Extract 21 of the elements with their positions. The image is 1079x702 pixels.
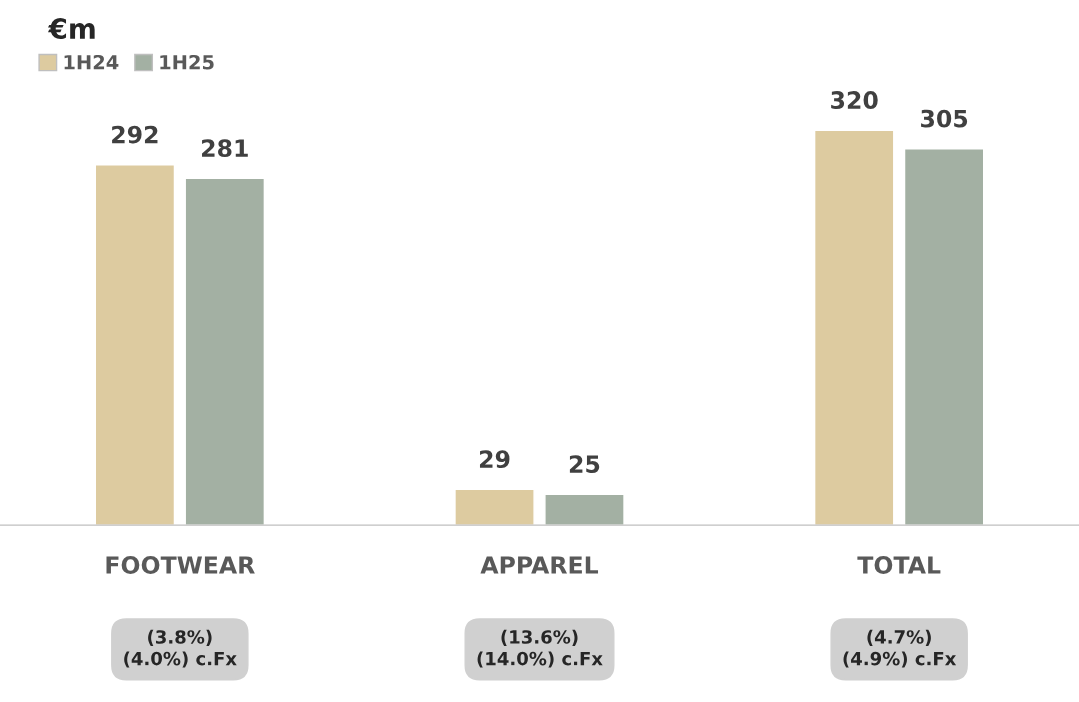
bar [903, 148, 985, 526]
bar [454, 488, 535, 526]
legend-label: 1H24 [64, 54, 119, 70]
bar [544, 493, 625, 526]
data-label: 29 [479, 450, 510, 469]
data-label: 320 [831, 91, 878, 109]
bar [813, 129, 895, 526]
data-label: 25 [569, 455, 600, 474]
text: (3.8%) (4.0%) c.Fx [124, 629, 237, 668]
bar [94, 164, 176, 526]
chart-title: €m [48, 18, 95, 40]
x-tick-label: APPAREL [480, 556, 599, 574]
x-tick-label: FOOTWEAR [106, 556, 255, 574]
text: (13.6%) (14.0%) c.Fx [477, 629, 603, 668]
data-label: 281 [202, 139, 248, 158]
data-label: 292 [112, 125, 158, 144]
text: (4.7%) (4.9%) c.Fx [843, 629, 957, 668]
legend-label: 1H25 [160, 54, 214, 70]
x-tick-label: TOTAL [857, 556, 941, 574]
data-label: 305 [921, 109, 968, 128]
bar [184, 177, 266, 526]
